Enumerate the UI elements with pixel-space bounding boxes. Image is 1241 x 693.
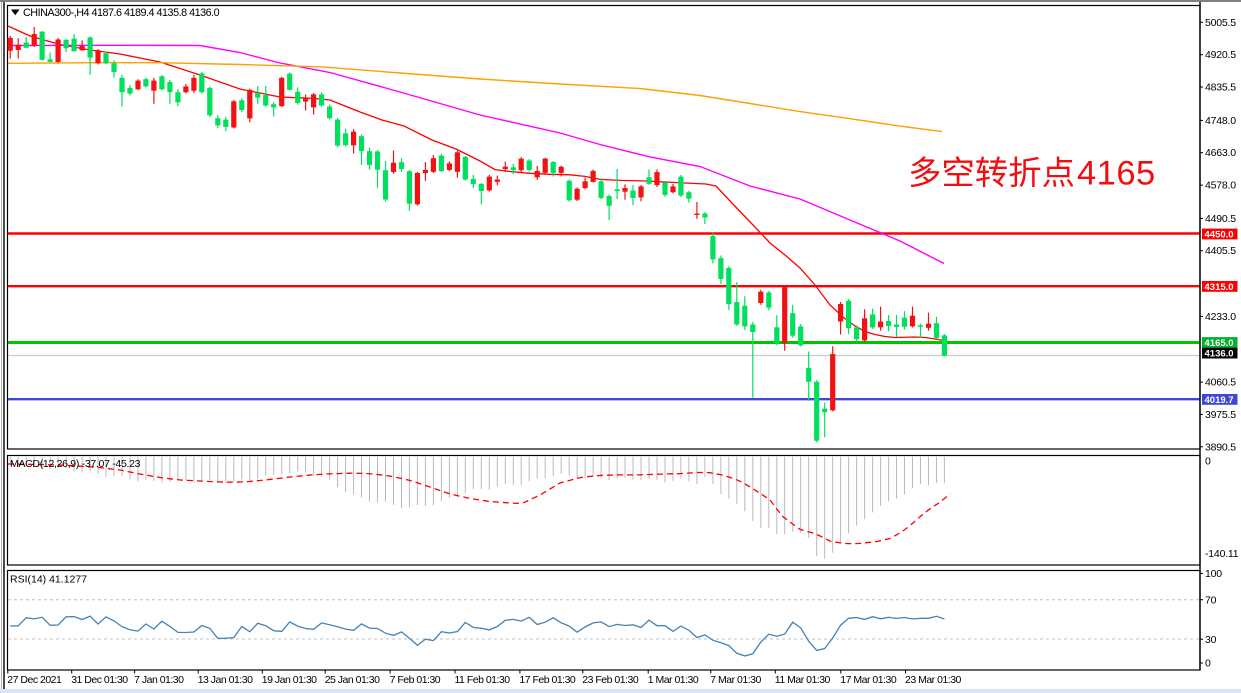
svg-text:4450.0: 4450.0 — [1205, 229, 1234, 240]
svg-text:7 Jan 01:30: 7 Jan 01:30 — [134, 674, 184, 686]
svg-text:100: 100 — [1205, 568, 1222, 580]
svg-text:11 Mar 01:30: 11 Mar 01:30 — [775, 674, 831, 686]
svg-text:4920.5: 4920.5 — [1205, 49, 1236, 61]
svg-text:4019.7: 4019.7 — [1205, 395, 1234, 406]
svg-text:3890.5: 3890.5 — [1205, 441, 1236, 453]
svg-text:4315.0: 4315.0 — [1205, 282, 1234, 293]
svg-text:0: 0 — [1205, 658, 1211, 670]
svg-text:4748.0: 4748.0 — [1205, 115, 1236, 127]
svg-text:30: 30 — [1205, 634, 1217, 646]
svg-text:23 Feb 01:30: 23 Feb 01:30 — [582, 674, 639, 686]
svg-text:23 Mar 01:30: 23 Mar 01:30 — [905, 674, 962, 686]
svg-text:4835.5: 4835.5 — [1205, 82, 1236, 94]
svg-text:4165: 4165 — [1077, 155, 1156, 193]
svg-text:13 Jan 01:30: 13 Jan 01:30 — [198, 674, 253, 686]
svg-text:3975.5: 3975.5 — [1205, 409, 1236, 421]
svg-text:70: 70 — [1205, 594, 1217, 606]
svg-text:7 Mar 01:30: 7 Mar 01:30 — [710, 674, 761, 686]
svg-text:MACD(12,26,9) -37.07 -45.23: MACD(12,26,9) -37.07 -45.23 — [10, 458, 141, 470]
svg-text:RSI(14) 41.1277: RSI(14) 41.1277 — [10, 574, 87, 586]
svg-text:7 Feb 01:30: 7 Feb 01:30 — [390, 674, 441, 686]
svg-text:4578.0: 4578.0 — [1205, 180, 1236, 192]
svg-text:4060.5: 4060.5 — [1205, 377, 1236, 389]
svg-text:4136.0: 4136.0 — [1205, 349, 1234, 360]
svg-text:0: 0 — [1205, 456, 1211, 468]
svg-text:-140.11: -140.11 — [1205, 548, 1239, 560]
svg-text:1 Mar 01:30: 1 Mar 01:30 — [648, 674, 699, 686]
svg-text:27 Dec 2021: 27 Dec 2021 — [7, 674, 62, 686]
svg-text:4233.0: 4233.0 — [1205, 311, 1236, 323]
svg-text:17 Feb 01:30: 17 Feb 01:30 — [519, 674, 576, 686]
svg-text:4663.0: 4663.0 — [1205, 147, 1236, 159]
svg-text:11 Feb 01:30: 11 Feb 01:30 — [455, 674, 511, 686]
svg-text:25 Jan 01:30: 25 Jan 01:30 — [325, 674, 380, 686]
svg-text:CHINA300-,H4 4187.6 4189.4 41: CHINA300-,H4 4187.6 4189.4 4135.8 4136.0 — [23, 7, 220, 19]
svg-text:4405.5: 4405.5 — [1205, 245, 1236, 257]
svg-text:31 Dec 01:30: 31 Dec 01:30 — [71, 674, 128, 686]
svg-text:4165.0: 4165.0 — [1205, 338, 1234, 349]
svg-text:17 Mar 01:30: 17 Mar 01:30 — [840, 674, 897, 686]
svg-text:5005.5: 5005.5 — [1205, 17, 1236, 29]
svg-text:4490.5: 4490.5 — [1205, 213, 1236, 225]
svg-text:19 Jan 01:30: 19 Jan 01:30 — [262, 674, 317, 686]
